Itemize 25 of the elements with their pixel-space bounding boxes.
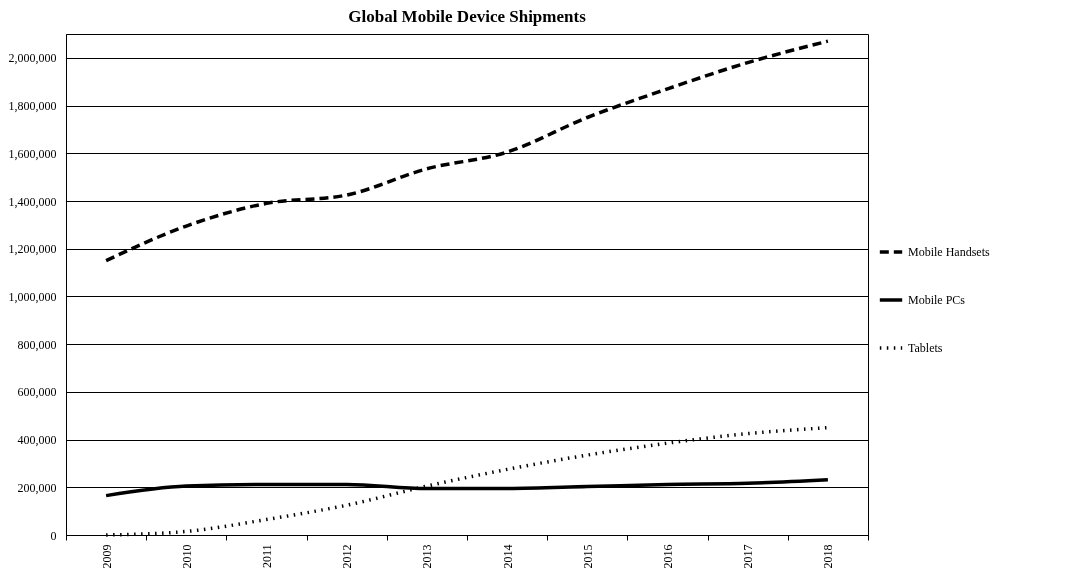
y-tick-label: 0 [50,528,57,543]
legend-label: Tablets [908,341,943,355]
y-tick-label: 2,000,000 [8,51,57,66]
x-tick-label: 2017 [741,544,756,569]
x-tick-label: 2015 [580,544,595,569]
x-tick-label: 2012 [340,544,355,569]
legend-label: Mobile Handsets [908,245,990,259]
y-tick-label: 1,000,000 [8,289,57,304]
y-tick-label: 1,400,000 [8,194,57,209]
x-tick-label: 2011 [260,544,274,569]
x-tick-label: 2010 [179,544,194,569]
chart-title: Global Mobile Device Shipments [348,7,587,26]
y-tick-label: 1,200,000 [8,242,57,257]
x-tick-label: 2018 [821,544,836,569]
x-tick-label: 2013 [420,544,435,569]
x-tick-label: 2009 [99,544,114,569]
y-tick-label: 200,000 [17,480,57,495]
x-tick-label: 2014 [500,544,515,569]
y-tick-label: 1,800,000 [8,99,57,114]
y-tick-label: 1,600,000 [8,146,57,161]
y-tick-label: 800,000 [17,337,57,352]
x-tick-label: 2016 [661,544,675,569]
y-tick-label: 600,000 [17,385,57,400]
legend-label: Mobile PCs [908,293,966,307]
y-tick-label: 400,000 [17,433,57,448]
